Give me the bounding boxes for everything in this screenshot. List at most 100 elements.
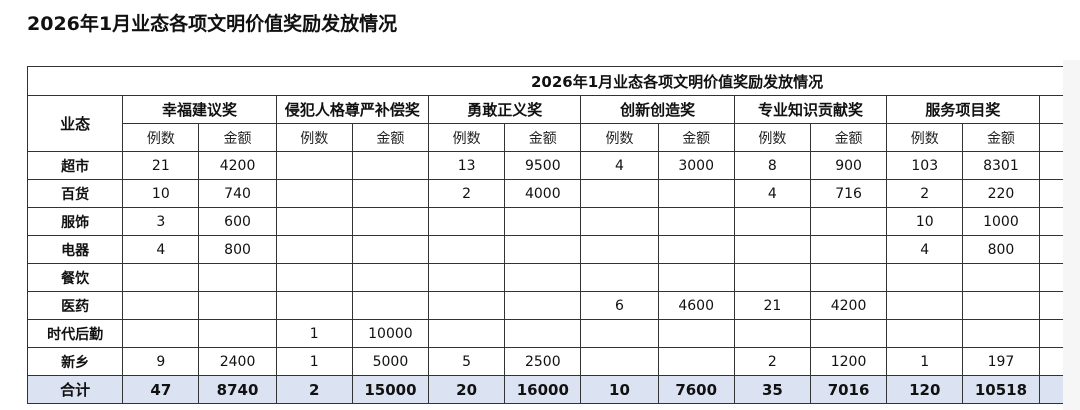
count-cell: 21 [733, 291, 811, 320]
amount-header: 金额 [198, 123, 277, 152]
amount-cell: 7600 [657, 375, 735, 404]
business-name: 医药 [27, 291, 124, 320]
amount-header: 金额 [657, 123, 735, 152]
amount-cell [351, 151, 430, 180]
amount-cell: 740 [198, 179, 277, 208]
extra-cell [1038, 151, 1063, 180]
count-cell [886, 319, 964, 348]
award-table: 2026年1月业态各项文明价值奖励发放情况 业态 幸福建议奖 侵犯人格尊严补偿奖勇… [27, 66, 1063, 404]
business-name: 电器 [27, 235, 124, 264]
business-name: 时代后勤 [27, 319, 124, 348]
count-cell: 8 [733, 151, 811, 180]
amount-cell [962, 291, 1040, 320]
amount-cell: 8301 [962, 151, 1040, 180]
count-cell: 1 [275, 319, 353, 348]
amount-cell [657, 319, 735, 348]
award-header: 幸福建议奖 [122, 95, 277, 124]
total-row: 合计 47 8740 2 15000 20 16000 10 7600 35 7016 120 1051… [27, 375, 1063, 404]
amount-header: 金额 [962, 123, 1040, 152]
count-cell [580, 263, 659, 292]
amount-cell: 900 [809, 151, 888, 180]
count-cell: 13 [428, 151, 506, 180]
amount-cell [504, 207, 582, 236]
amount-cell: 15000 [351, 375, 430, 404]
count-header: 例数 [122, 123, 200, 152]
amount-cell: 8740 [198, 375, 277, 404]
business-name: 超市 [27, 151, 124, 180]
amount-cell [657, 207, 735, 236]
amount-cell [809, 207, 888, 236]
count-cell [275, 179, 353, 208]
amount-cell: 5000 [351, 347, 430, 376]
amount-cell [198, 263, 277, 292]
table-row: 餐饮 [27, 263, 1063, 292]
amount-cell: 1200 [809, 347, 888, 376]
count-cell: 2 [733, 347, 811, 376]
amount-cell [809, 263, 888, 292]
amount-cell [657, 179, 735, 208]
count-cell: 4 [580, 151, 659, 180]
amount-cell: 9500 [504, 151, 582, 180]
table-row: 百货 10 740 2 4000 4 716 2 220 [27, 179, 1063, 208]
amount-header: 金额 [809, 123, 888, 152]
count-cell: 35 [733, 375, 811, 404]
award-header: 专业知识贡献奖 [733, 95, 888, 124]
extra-cell [1038, 291, 1063, 320]
count-cell [580, 347, 659, 376]
amount-cell [962, 263, 1040, 292]
award-table-container: 2026年1月业态各项文明价值奖励发放情况 业态 幸福建议奖 侵犯人格尊严补偿奖勇… [27, 66, 1063, 406]
extra-cell [1038, 207, 1063, 236]
business-name: 服饰 [27, 207, 124, 236]
count-cell [733, 207, 811, 236]
count-cell: 4 [733, 179, 811, 208]
amount-cell [657, 235, 735, 264]
count-cell: 9 [122, 347, 200, 376]
count-header: 例数 [275, 123, 353, 152]
extra-cell [1038, 319, 1063, 348]
amount-cell: 4200 [809, 291, 888, 320]
count-cell: 2 [886, 179, 964, 208]
table-row: 超市 21 4200 13 9500 4 3000 8 900 103 8301 [27, 151, 1063, 180]
count-cell [580, 235, 659, 264]
extra-cell [1038, 179, 1063, 208]
count-cell [580, 319, 659, 348]
row-header-business: 业态 [27, 95, 124, 152]
extra-cell [1038, 263, 1063, 292]
extra-cell [1038, 375, 1063, 404]
amount-cell: 10518 [962, 375, 1040, 404]
amount-header: 金额 [504, 123, 582, 152]
count-cell [275, 263, 353, 292]
count-header: 例数 [733, 123, 811, 152]
count-cell: 3 [122, 207, 200, 236]
count-cell: 2 [428, 179, 506, 208]
count-cell: 4 [122, 235, 200, 264]
amount-cell: 7016 [809, 375, 888, 404]
amount-cell [351, 235, 430, 264]
count-cell [428, 291, 506, 320]
count-cell: 1 [275, 347, 353, 376]
table-row: 时代后勤 1 10000 [27, 319, 1063, 348]
count-cell [580, 207, 659, 236]
amount-cell: 600 [198, 207, 277, 236]
amount-cell: 197 [962, 347, 1040, 376]
amount-cell: 2500 [504, 347, 582, 376]
right-margin [1063, 60, 1080, 410]
count-cell [275, 291, 353, 320]
count-header: 例数 [886, 123, 964, 152]
amount-cell [198, 319, 277, 348]
count-cell: 20 [428, 375, 506, 404]
count-cell: 4 [886, 235, 964, 264]
amount-cell [809, 319, 888, 348]
table-title: 2026年1月业态各项文明价值奖励发放情况 [27, 66, 1063, 96]
amount-cell: 16000 [504, 375, 582, 404]
business-name: 餐饮 [27, 263, 124, 292]
count-cell [122, 291, 200, 320]
count-cell [733, 263, 811, 292]
count-cell: 120 [886, 375, 964, 404]
amount-cell: 4200 [198, 151, 277, 180]
count-cell [428, 319, 506, 348]
award-header: 创新创造奖 [580, 95, 735, 124]
amount-cell [504, 263, 582, 292]
count-cell [275, 151, 353, 180]
count-cell [580, 179, 659, 208]
